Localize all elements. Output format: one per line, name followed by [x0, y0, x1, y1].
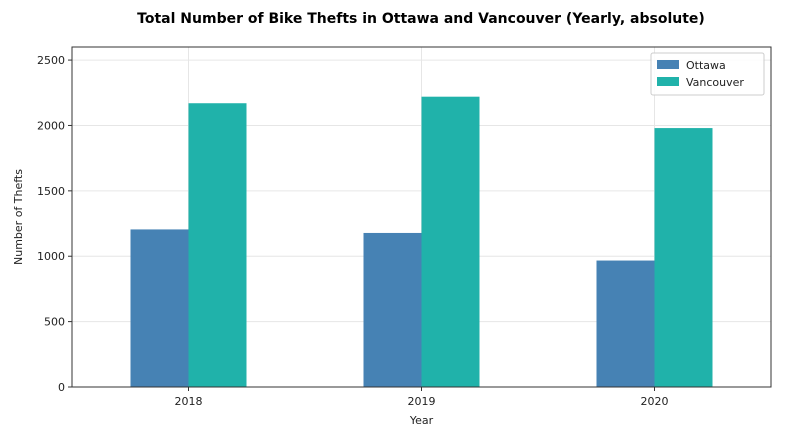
bar-ottawa-2018 [130, 229, 189, 387]
chart-title: Total Number of Bike Thefts in Ottawa an… [137, 11, 705, 27]
y-axis-ticks: 0 500 1000 1500 2000 2500 [37, 54, 72, 394]
y-axis-label: Number of Thefts [12, 169, 25, 265]
legend-box [650, 52, 765, 96]
legend-swatch-vancouver [657, 77, 679, 86]
y-tick-label: 500 [44, 316, 65, 329]
x-axis-ticks: 2018 2019 2020 [175, 387, 669, 408]
bars [130, 96, 713, 388]
bar-vancouver-2018 [188, 103, 247, 387]
legend-label-vancouver: Vancouver [686, 76, 744, 89]
legend-label-ottawa: Ottawa [686, 59, 726, 72]
bar-vancouver-2020 [654, 128, 713, 388]
legend: Ottawa Vancouver [650, 52, 765, 96]
x-tick-label: 2018 [175, 395, 203, 408]
y-tick-label: 2500 [37, 54, 65, 67]
legend-swatch-ottawa [657, 60, 679, 69]
y-tick-label: 1000 [37, 250, 65, 263]
y-tick-label: 0 [58, 381, 65, 394]
bar-ottawa-2020 [596, 260, 655, 387]
x-tick-label: 2020 [641, 395, 669, 408]
x-axis-label: Year [409, 414, 434, 427]
bar-ottawa-2019 [363, 232, 422, 387]
y-tick-label: 2000 [37, 119, 65, 132]
x-tick-label: 2019 [408, 395, 436, 408]
bar-vancouver-2019 [421, 96, 480, 387]
y-tick-label: 1500 [37, 185, 65, 198]
